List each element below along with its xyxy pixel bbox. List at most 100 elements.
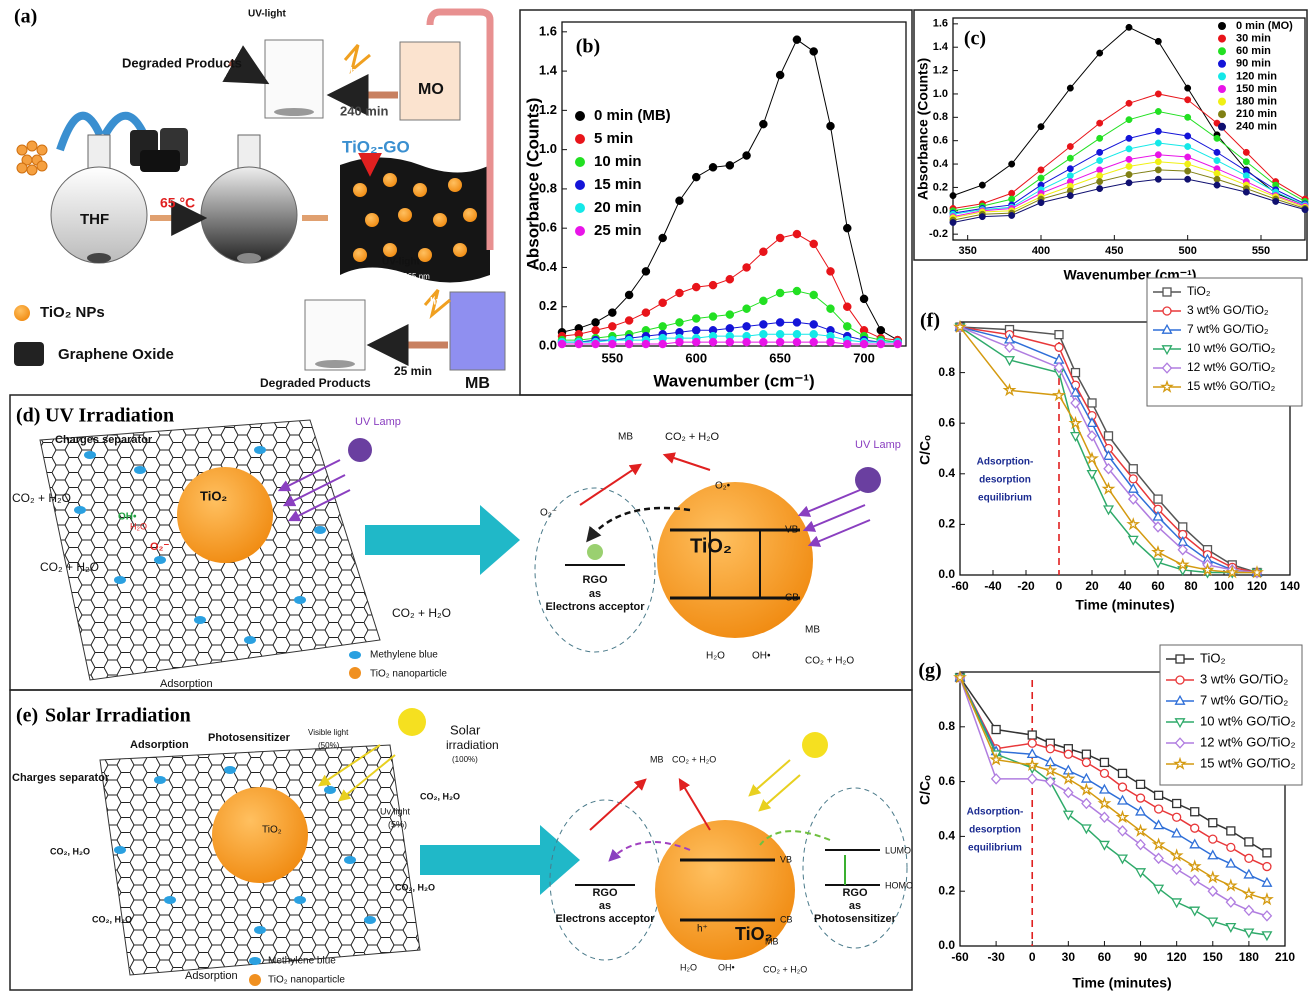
data-point [1004,356,1015,367]
data-point [1008,160,1016,168]
data-point [608,322,617,331]
y-tick-label: 0.6 [539,220,557,235]
data-point [1125,179,1133,187]
data-point [1243,928,1255,939]
legend-label: 0 min (MB) [594,107,671,124]
legend-label: 210 min [1236,108,1277,120]
diagram-label: TiO₂-GO [342,137,410,156]
data-point [1223,878,1238,892]
diagram-label: THF [80,211,109,228]
data-point [792,286,802,296]
legend-label: 12 wt% GO/TiO₂ [1200,734,1296,749]
data-point [1208,818,1218,828]
data-point [708,312,718,321]
series-line [959,677,1268,854]
data-point [1205,870,1220,884]
data-point [1171,827,1183,838]
data-point [1153,494,1163,504]
data-point [1190,823,1200,833]
diagram-label: MB [618,432,633,443]
diagram-label: H₂O [130,521,147,531]
data-point [658,298,667,308]
data-point [725,161,735,170]
data-point [843,223,852,233]
x-tick-label: 30 [1062,950,1076,964]
data-point [1189,838,1201,849]
data-point [876,339,886,349]
x-tick-label: -60 [951,579,969,593]
y-tick-label: 0.8 [539,180,557,195]
data-point [725,337,735,347]
legend-marker [1174,718,1186,729]
data-point [1127,482,1139,493]
data-point [1061,771,1076,785]
diagram-label: CO₂ + H₂O [763,964,807,974]
data-point [1226,826,1236,836]
data-point [759,337,768,347]
data-point [742,322,751,331]
data-point [608,308,617,317]
data-point [624,339,634,349]
diagram-label: λ = 365 nm [390,272,430,281]
legend-marker [1218,72,1226,81]
plot-frame [952,17,1306,241]
diagram-label: Methylene blue [268,956,336,967]
data-point [809,337,818,347]
data-point [1243,904,1255,917]
data-point [1008,212,1016,219]
data-point [759,296,768,306]
annotation: Adsorption- [967,807,1024,818]
data-point [1154,37,1162,45]
x-tick-label: 60 [1151,579,1165,593]
y-tick-label: 1.6 [933,18,948,30]
data-point [1184,167,1192,175]
y-tick-label: 0.2 [938,883,955,897]
y-tick-label: 0.6 [938,774,955,788]
data-point [742,263,751,272]
diagram-label: RGO [592,887,618,899]
data-point [624,316,634,325]
data-point [1063,749,1073,759]
data-point [591,339,600,349]
panel-title: UV Irradiation [45,405,174,427]
legend-label: 15 min [594,176,642,193]
data-point [1187,859,1202,873]
x-tick-label: 550 [1252,245,1270,257]
y-axis-label: C/Cₒ [917,775,933,805]
data-point [708,280,718,290]
y-tick-label: 0.0 [938,567,955,581]
data-point [792,329,802,339]
data-point [1063,786,1074,799]
x-axis-label: Time (minutes) [1072,975,1171,991]
data-point [658,322,667,331]
data-point [1085,451,1099,465]
y-axis-label: C/Cₒ [917,435,933,465]
legend-marker [1174,737,1186,749]
data-point [742,151,751,160]
data-point [725,310,735,319]
series-line [959,677,1268,884]
diagram-label: OH• [718,962,735,972]
panel-label: (e) [16,705,38,727]
diagram-label: TiO₂ [200,488,227,503]
data-point [1262,848,1272,858]
legend-marker [1161,362,1173,374]
legend-marker [1161,323,1173,334]
data-point [1066,84,1074,92]
legend-label: 120 min [1236,70,1277,82]
series-line [959,326,1257,574]
y-tick-label: 0.2 [539,298,557,313]
panel-a-drawing [14,8,506,371]
data-point [1068,415,1083,430]
data-point [876,326,886,335]
data-point [759,247,768,256]
legend-label: TiO₂ [1200,650,1226,665]
data-point [1178,522,1188,532]
data-point [1096,178,1104,186]
data-point [775,70,785,80]
data-point [1045,744,1055,754]
data-point [1208,834,1218,844]
data-point [1250,565,1264,579]
data-point [691,326,701,335]
